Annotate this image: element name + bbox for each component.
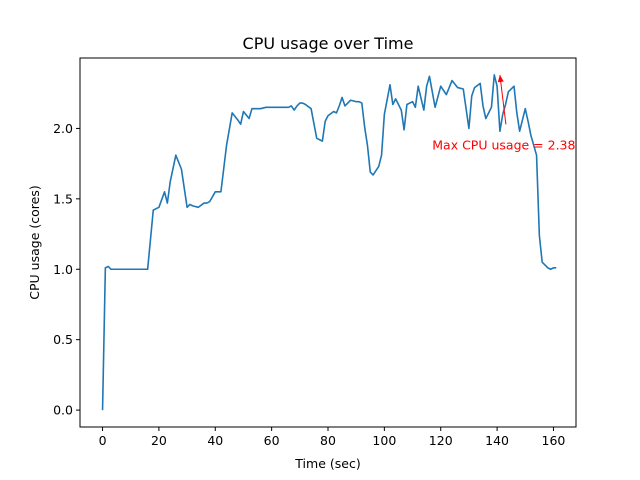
x-tick-label: 60 bbox=[264, 433, 280, 448]
annotation-arrow-line bbox=[499, 74, 507, 125]
x-tick-label: 0 bbox=[99, 433, 107, 448]
x-tick-label: 20 bbox=[151, 433, 167, 448]
x-tick-label: 40 bbox=[207, 433, 223, 448]
annotation-label: Max CPU usage = 2.38 bbox=[432, 138, 575, 153]
chart-title: CPU usage over Time bbox=[243, 34, 414, 53]
y-tick-label: 1.0 bbox=[53, 262, 73, 277]
x-axis: 0 20 40 60 80 100 120 140 160 bbox=[99, 427, 566, 448]
y-axis-label: CPU usage (cores) bbox=[27, 185, 42, 299]
y-tick-label: 2.0 bbox=[53, 121, 73, 136]
y-tick-label: 0.5 bbox=[53, 332, 73, 347]
annotation-layer: Max CPU usage = 2.38 bbox=[432, 74, 575, 153]
x-tick-label: 120 bbox=[429, 433, 453, 448]
y-tick-label: 0.0 bbox=[53, 403, 73, 418]
plot-area bbox=[101, 74, 557, 411]
x-tick-label: 160 bbox=[542, 433, 566, 448]
series-line bbox=[101, 74, 557, 411]
y-tick-label: 1.5 bbox=[53, 191, 73, 206]
annotation: Max CPU usage = 2.38 bbox=[432, 74, 575, 153]
x-tick-label: 80 bbox=[320, 433, 336, 448]
annotation-arrow-head bbox=[497, 74, 504, 83]
plot-frame bbox=[79, 57, 577, 428]
x-tick-label: 100 bbox=[372, 433, 396, 448]
x-axis-label: Time (sec) bbox=[294, 456, 360, 471]
y-axis: 0.0 0.5 1.0 1.5 2.0 bbox=[53, 121, 80, 418]
x-tick-label: 140 bbox=[485, 433, 509, 448]
